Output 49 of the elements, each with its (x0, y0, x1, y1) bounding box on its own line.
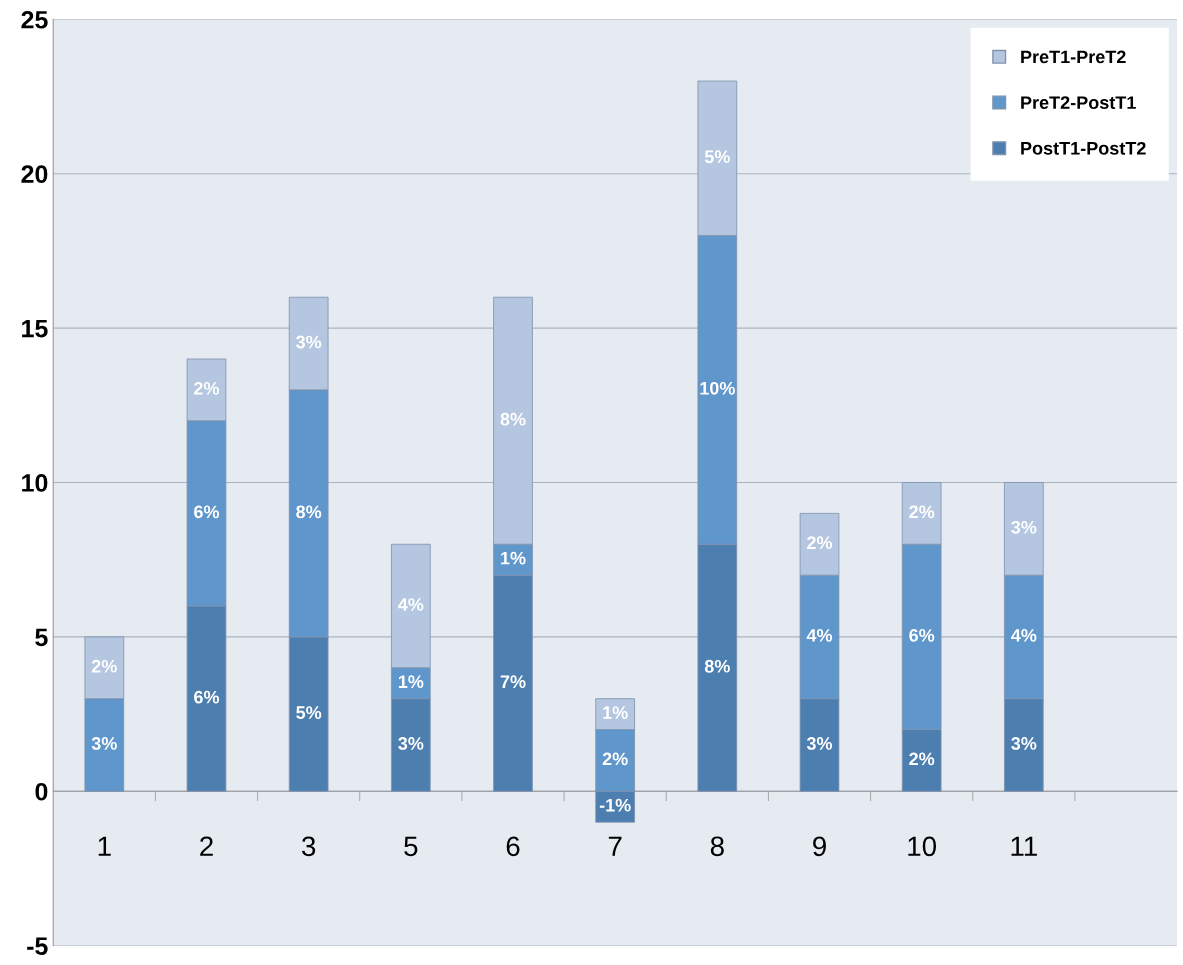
data-label: 8% (704, 659, 730, 673)
legend-label: PostT1-PostT2 (1021, 141, 1146, 155)
data-label: 6% (194, 505, 220, 519)
x-tick-label: 2 (200, 836, 213, 856)
y-tick-label: 15 (22, 319, 48, 338)
x-tick-label: 10 (908, 836, 937, 857)
y-tick-label: 20 (21, 165, 48, 183)
data-label: 5% (296, 706, 322, 719)
x-tick-label: 1 (98, 836, 111, 856)
data-label: 2% (602, 752, 628, 766)
data-label: 3% (91, 737, 117, 750)
data-label: 8% (296, 505, 322, 519)
x-tick-label: 3 (301, 836, 316, 857)
data-label: 1% (398, 675, 424, 689)
data-label: 7% (500, 675, 526, 689)
x-tick-label: 9 (813, 836, 826, 857)
x-tick-label: 6 (506, 836, 520, 857)
data-label: 1% (603, 706, 628, 719)
data-label: 8% (500, 412, 526, 426)
data-label: 2% (807, 536, 833, 550)
data-label: 1% (501, 551, 526, 565)
data-label: 10% (700, 381, 735, 395)
x-tick-label: 7 (608, 836, 622, 856)
data-label: -1% (599, 798, 631, 812)
data-label: 3% (1011, 520, 1037, 534)
data-label: 2% (909, 505, 935, 519)
data-label: 2% (194, 381, 220, 395)
data-label: 5% (704, 150, 730, 164)
data-label: 2% (909, 752, 935, 766)
data-label: 3% (296, 335, 322, 349)
data-label: 4% (398, 598, 424, 611)
data-label: 3% (806, 737, 833, 750)
data-label: 3% (398, 737, 424, 750)
data-label: 3% (1011, 737, 1037, 750)
data-label: 2% (91, 659, 117, 673)
y-tick-label: 10 (22, 474, 48, 492)
legend-label: PreT2-PostT1 (1021, 96, 1136, 109)
y-tick-label: 5 (35, 628, 48, 647)
data-label: 6% (909, 628, 935, 642)
y-tick-label: 25 (21, 10, 48, 29)
x-tick-label: 11 (1011, 836, 1037, 856)
x-tick-label: 8 (710, 836, 724, 857)
data-label: 6% (194, 690, 220, 704)
data-label: 4% (806, 629, 833, 642)
y-tick-label: -5 (27, 937, 48, 955)
legend-label: PreT1-PreT2 (1021, 50, 1126, 64)
x-tick-label: 5 (404, 836, 418, 857)
y-tick-label: 0 (35, 782, 48, 801)
data-label: 4% (1011, 629, 1037, 642)
